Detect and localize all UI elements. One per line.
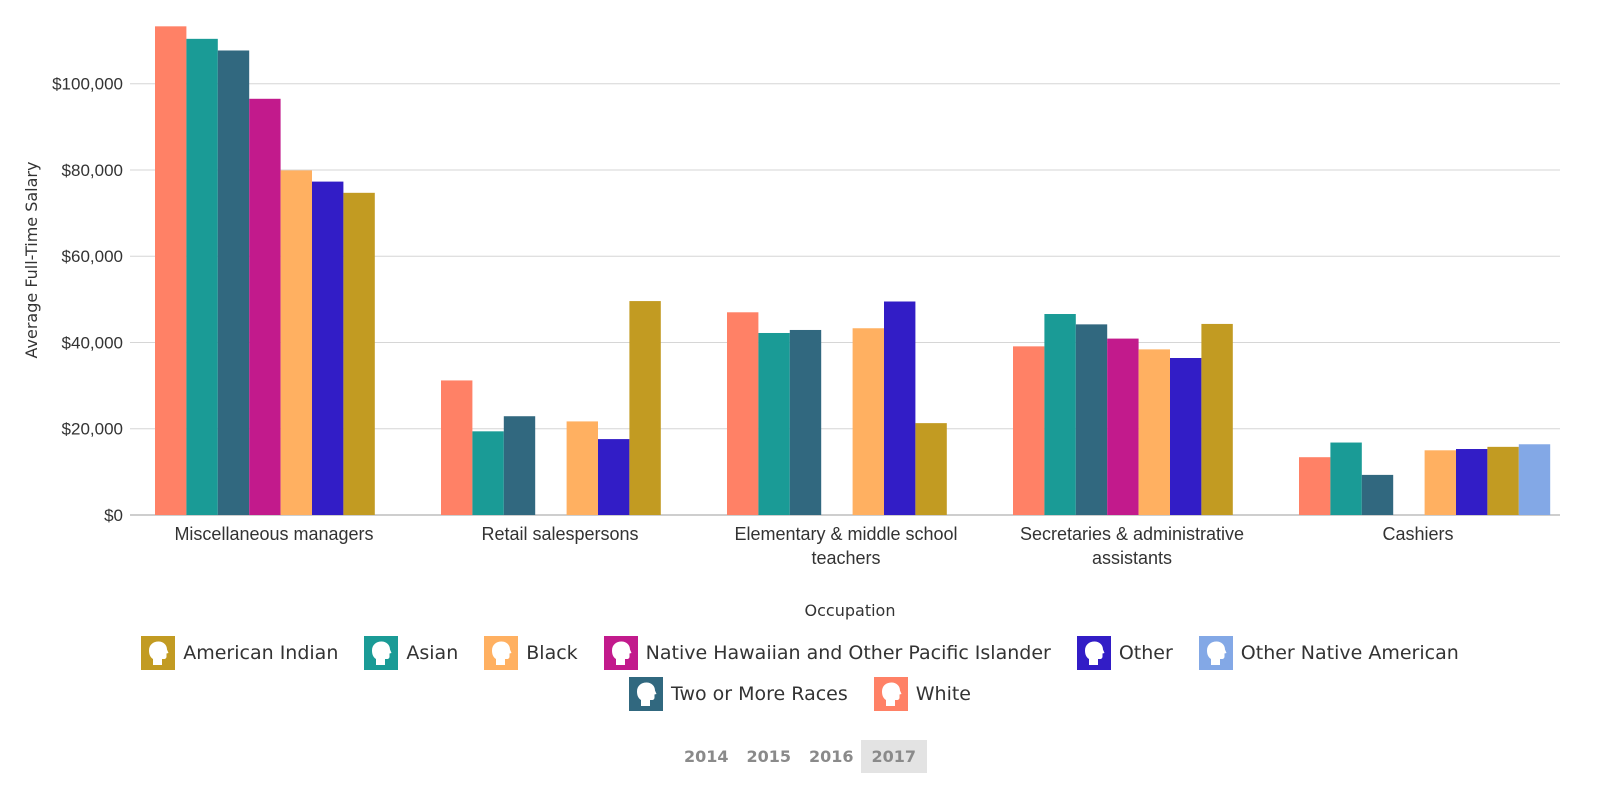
legend-swatch bbox=[629, 677, 663, 711]
head-icon bbox=[881, 682, 902, 706]
legend-item[interactable]: White bbox=[873, 677, 971, 711]
bar[interactable] bbox=[1075, 324, 1108, 515]
legend-label: Black bbox=[526, 642, 578, 664]
bar[interactable] bbox=[884, 301, 916, 515]
legend-item[interactable]: American Indian bbox=[141, 636, 338, 670]
year-button-2017[interactable]: 2017 bbox=[860, 740, 928, 773]
legend-label: Other Native American bbox=[1240, 642, 1459, 664]
bar[interactable] bbox=[629, 301, 661, 515]
legend-swatch bbox=[364, 636, 399, 670]
bar[interactable] bbox=[1044, 314, 1076, 515]
bar[interactable] bbox=[1487, 446, 1519, 515]
legend-swatch bbox=[1076, 636, 1111, 670]
legend-item[interactable]: Other bbox=[1076, 636, 1173, 670]
bar[interactable] bbox=[598, 439, 630, 515]
x-tick-label: Miscellaneous managers bbox=[174, 524, 373, 544]
bar[interactable] bbox=[566, 421, 598, 515]
bar[interactable] bbox=[1170, 358, 1202, 515]
legend-row: American Indian Asian Black Native Hawaiian… bbox=[0, 636, 1600, 670]
y-tick-label: $80,000 bbox=[62, 161, 123, 180]
x-axis-title: Occupation bbox=[805, 601, 896, 620]
y-tick-label: $100,000 bbox=[52, 75, 123, 94]
y-tick-label: $20,000 bbox=[62, 420, 123, 439]
year-selector: 2014 2015 2016 2017 bbox=[0, 740, 1600, 773]
legend-item[interactable]: Asian bbox=[364, 636, 458, 670]
x-tick-label: teachers bbox=[811, 548, 880, 568]
legend-label: Other bbox=[1118, 642, 1173, 664]
bar[interactable] bbox=[1107, 338, 1139, 515]
legend-swatch bbox=[873, 677, 908, 711]
bar[interactable] bbox=[1013, 346, 1045, 515]
y-tick-label: $60,000 bbox=[62, 247, 123, 266]
bars bbox=[155, 26, 1551, 516]
legend-swatch bbox=[1198, 636, 1233, 670]
y-axis-ticks: $0 $20,000 $40,000 $60,000 $80,000 $100,000 bbox=[52, 75, 123, 525]
bar[interactable] bbox=[441, 380, 473, 515]
bar[interactable] bbox=[217, 50, 250, 515]
bar[interactable] bbox=[1424, 450, 1456, 515]
bar[interactable] bbox=[789, 329, 822, 515]
legend-item[interactable]: Other Native American bbox=[1198, 636, 1459, 670]
year-button-2016[interactable]: 2016 bbox=[809, 747, 854, 766]
bar[interactable] bbox=[280, 170, 312, 516]
bar[interactable] bbox=[472, 431, 504, 515]
y-tick-label: $40,000 bbox=[62, 333, 123, 352]
legend-label: Asian bbox=[406, 642, 459, 664]
head-icon bbox=[149, 641, 169, 665]
x-tick-label: Secretaries & administrative bbox=[1020, 524, 1244, 544]
head-icon bbox=[1206, 641, 1227, 665]
bar[interactable] bbox=[758, 332, 790, 515]
head-icon bbox=[492, 641, 512, 665]
head-icon bbox=[637, 682, 657, 706]
bar[interactable] bbox=[155, 26, 187, 515]
bar[interactable] bbox=[1361, 474, 1394, 515]
legend-swatch bbox=[141, 636, 176, 670]
bar[interactable] bbox=[1330, 442, 1362, 515]
legend-item[interactable]: Two or More Races bbox=[629, 677, 848, 711]
legend-item[interactable]: Black bbox=[484, 636, 578, 670]
bar[interactable] bbox=[852, 328, 884, 515]
legend-label: American Indian bbox=[183, 642, 339, 664]
bar[interactable] bbox=[1456, 449, 1488, 515]
head-icon bbox=[372, 641, 392, 665]
legend-item[interactable]: Native Hawaiian and Other Pacific Island… bbox=[603, 636, 1051, 670]
bar[interactable] bbox=[1299, 457, 1331, 515]
legend-swatch bbox=[484, 636, 519, 670]
bar[interactable] bbox=[1201, 323, 1233, 515]
legend-swatch bbox=[603, 636, 638, 670]
x-tick-label: assistants bbox=[1092, 548, 1172, 568]
year-button-2014[interactable]: 2014 bbox=[683, 747, 729, 766]
bar[interactable] bbox=[249, 98, 281, 515]
x-tick-label: Elementary & middle school bbox=[734, 524, 957, 544]
bar[interactable] bbox=[312, 181, 344, 515]
legend-label: Native Hawaiian and Other Pacific Island… bbox=[645, 642, 1051, 664]
x-tick-label: Retail salespersons bbox=[481, 524, 638, 544]
head-icon bbox=[1084, 641, 1105, 665]
bar[interactable] bbox=[186, 38, 218, 516]
bar[interactable] bbox=[1518, 444, 1551, 515]
x-tick-label: Cashiers bbox=[1382, 524, 1453, 544]
y-tick-label: $0 bbox=[104, 506, 123, 525]
head-icon bbox=[611, 641, 632, 665]
legend-label: White bbox=[915, 683, 971, 705]
bar[interactable] bbox=[727, 312, 759, 515]
legend: American Indian Asian Black Native Hawaiian… bbox=[0, 636, 1600, 711]
bar[interactable] bbox=[343, 192, 375, 515]
x-axis-labels: Miscellaneous managers Retail salesperson… bbox=[174, 524, 1453, 568]
bar[interactable] bbox=[915, 423, 947, 515]
legend-label: Two or More Races bbox=[671, 683, 848, 705]
year-button-2015[interactable]: 2015 bbox=[746, 747, 791, 766]
y-axis-title: Average Full-Time Salary bbox=[22, 162, 41, 359]
bar[interactable] bbox=[503, 416, 536, 515]
bar[interactable] bbox=[1138, 349, 1170, 515]
legend-row: Two or More Races White bbox=[0, 677, 1600, 711]
bar-chart: $0 $20,000 $40,000 $60,000 $80,000 $100,000 M… bbox=[22, 26, 1560, 620]
